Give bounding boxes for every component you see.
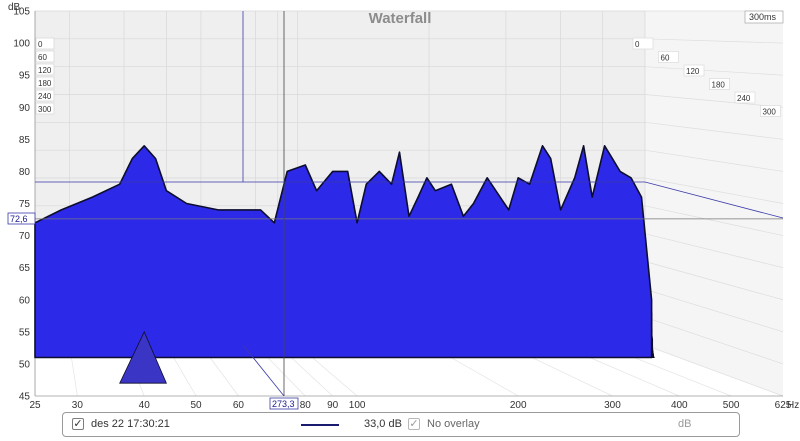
grid-line [644,177,784,204]
time-axis-box: 300ms [744,10,784,24]
time-label-box [632,37,654,50]
grid-line [644,288,784,333]
time-slice-label: 180 [38,79,52,88]
y-tick-label: 80 [19,167,31,178]
x-unit-label: Hz [787,400,799,411]
smoothing-level: 33,0 dB [364,418,402,430]
grid-line [644,149,784,172]
time-slice-label: 60 [661,54,670,63]
y-unit-label: dB [8,2,21,13]
time-label-box [658,51,679,63]
time-slice-label: 240 [38,92,52,101]
time-label-box [35,89,55,102]
y-tick-label: 65 [19,263,31,274]
x-tick-label: 200 [510,400,527,411]
time-slice-label: 240 [737,94,751,103]
y-tick-label: 75 [19,199,31,210]
grid-line [644,233,784,269]
cursor-lines[interactable] [35,11,784,397]
cursor-y-readout[interactable]: 72,6 [7,212,36,225]
chart-title: Waterfall [369,10,432,27]
x-tick-label: 625 [775,400,792,411]
time-slice-labels: 0 0 60 60 120 120 180 180 240 240 300 300 [35,37,781,117]
time-label-box [35,50,55,63]
waterfall-slice [119,330,167,384]
measurement-checkbox[interactable]: ✓ [72,418,84,430]
grid-line [644,66,784,76]
x-tick-label: 50 [191,400,203,411]
grid-line [644,205,784,236]
measurement-name[interactable]: des 22 17:30:21 [91,418,170,430]
time-slice-label: 0 [635,40,640,49]
y-tick-label: 45 [19,392,31,403]
time-label-box [709,78,730,90]
y-tick-label: 105 [13,7,30,18]
time-slice-label: 60 [38,53,47,62]
y-tick-label: 95 [19,71,31,82]
y-tick-label: 100 [13,39,30,50]
time-label-box [35,76,55,89]
grid-line [644,121,784,140]
cursor-x-value: 273,3 [272,399,295,409]
cursor-back-plane [35,181,784,219]
overlay-label: No overlay [427,418,480,430]
x-tick-label: 40 [139,400,151,411]
y-axis-ticks: 105 100 95 90 85 80 75 70 65 60 55 50 45 [13,7,30,403]
time-slice-label: 300 [38,105,52,114]
time-slice-label: 180 [712,81,726,90]
grid-line [644,261,784,301]
legend-bar: ✓ des 22 17:30:21 33,0 dB ✓ No overlay d… [62,412,740,437]
plot-side-wall [645,11,783,396]
x-tick-label: 80 [300,400,312,411]
x-tick-label: 25 [29,400,41,411]
cursor-x-readout[interactable]: 273,3 [269,397,299,410]
grid-line [644,38,784,44]
time-slice-label: 0 [38,40,43,49]
series-color-swatch [301,424,339,426]
y-tick-label: 85 [19,135,31,146]
y-tick-label: 50 [19,359,31,370]
time-label-box [760,105,781,117]
x-axis-ticks: 25 30 40 50 60 80 90 100 200 300 400 500 625 [29,400,791,411]
x-tick-label: 400 [671,400,688,411]
time-label-box [734,91,756,104]
grid-line [644,316,784,365]
time-label-box [35,37,55,50]
overlay-unit: dB [678,418,692,430]
x-tick-label: 30 [72,400,84,411]
x-tick-label: 100 [349,400,366,411]
y-tick-label: 60 [19,295,31,306]
waterfall-surface [34,145,655,384]
x-tick-label: 500 [723,400,740,411]
cursor-y-value: 72,6 [10,214,28,224]
y-tick-label: 70 [19,231,31,242]
x-tick-label: 90 [327,400,339,411]
x-tick-label: 60 [233,400,245,411]
cursor-depth [242,344,285,397]
time-label-box [683,64,705,77]
x-tick-label: 300 [604,400,621,411]
grid-line [644,344,784,397]
grid-line [644,94,784,108]
time-label-box [35,102,55,115]
waterfall-slice [34,145,653,359]
time-slice-label: 300 [763,108,777,117]
time-slice-label: 120 [686,67,700,76]
y-tick-label: 55 [19,327,31,338]
time-slice-label: 120 [38,66,52,75]
time-label-box [35,63,55,76]
time-axis-label: 300ms [749,12,777,22]
y-tick-label: 90 [19,103,31,114]
overlay-checkbox[interactable]: ✓ [408,418,420,430]
